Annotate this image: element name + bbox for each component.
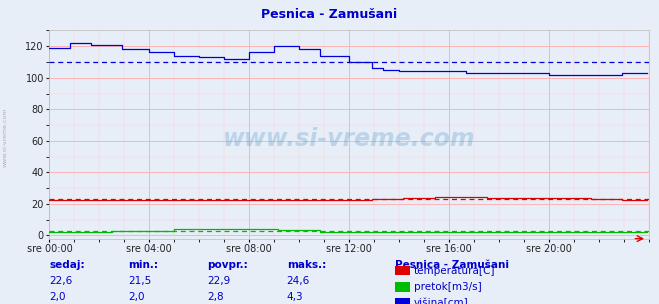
Text: temperatura[C]: temperatura[C] bbox=[414, 266, 496, 275]
Text: www.si-vreme.com: www.si-vreme.com bbox=[223, 127, 476, 151]
Text: povpr.:: povpr.: bbox=[208, 260, 248, 270]
Text: 4,3: 4,3 bbox=[287, 292, 303, 302]
Text: sedaj:: sedaj: bbox=[49, 260, 85, 270]
Text: 22,6: 22,6 bbox=[49, 276, 72, 286]
Text: 21,5: 21,5 bbox=[129, 276, 152, 286]
Text: pretok[m3/s]: pretok[m3/s] bbox=[414, 282, 482, 292]
Text: Pesnica - Zamušani: Pesnica - Zamušani bbox=[395, 260, 509, 270]
Text: maks.:: maks.: bbox=[287, 260, 326, 270]
Text: 2,0: 2,0 bbox=[49, 292, 66, 302]
Text: www.si-vreme.com: www.si-vreme.com bbox=[3, 107, 8, 167]
Text: 2,0: 2,0 bbox=[129, 292, 145, 302]
Text: višina[cm]: višina[cm] bbox=[414, 298, 469, 304]
Text: Pesnica - Zamušani: Pesnica - Zamušani bbox=[262, 8, 397, 21]
Text: 2,8: 2,8 bbox=[208, 292, 224, 302]
Text: 22,9: 22,9 bbox=[208, 276, 231, 286]
Text: 24,6: 24,6 bbox=[287, 276, 310, 286]
Text: min.:: min.: bbox=[129, 260, 159, 270]
